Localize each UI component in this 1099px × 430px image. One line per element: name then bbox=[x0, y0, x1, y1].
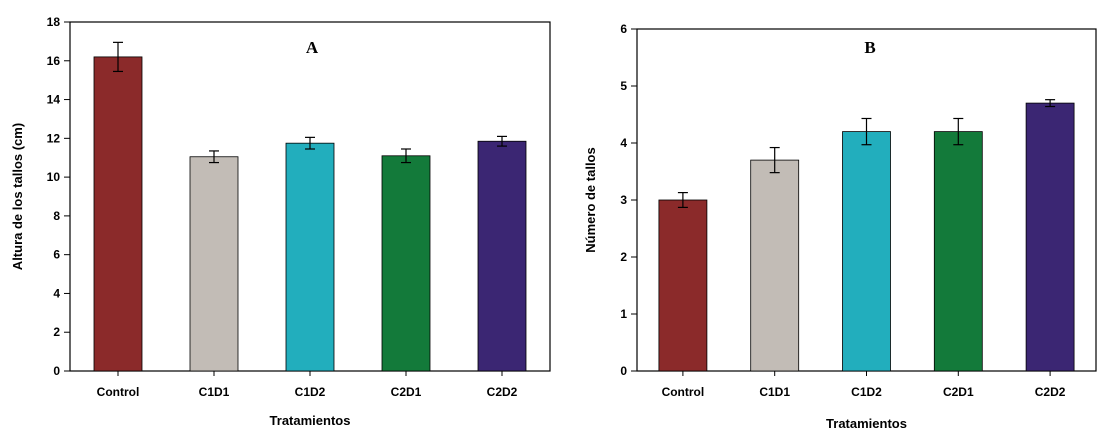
y-tick-label: 6 bbox=[620, 22, 627, 36]
x-tick-label: Control bbox=[662, 385, 705, 399]
y-tick-label: 10 bbox=[47, 170, 61, 184]
y-tick-label: 18 bbox=[47, 15, 61, 29]
x-tick-label: Control bbox=[97, 385, 140, 399]
bar-c1d1 bbox=[189, 156, 239, 372]
x-tick-label: C1D2 bbox=[851, 385, 882, 399]
x-tick-label: C1D1 bbox=[199, 385, 230, 399]
y-tick-label: 0 bbox=[53, 364, 60, 378]
y-tick-label: 2 bbox=[620, 250, 627, 264]
chart-a: 0 2 4 6 8 10 12 14 16 18 Control C1D1 C1D2 C2D1 C2D2 A T… bbox=[10, 15, 551, 428]
x-axis-label: Tratamientos bbox=[270, 413, 351, 428]
x-tick-label: C1D1 bbox=[759, 385, 790, 399]
bar-control bbox=[658, 199, 708, 372]
y-tick-label: 1 bbox=[620, 307, 627, 321]
x-axis-label: Tratamientos bbox=[826, 416, 907, 430]
bar-c2d2 bbox=[477, 140, 527, 372]
panel-title: B bbox=[864, 38, 875, 57]
x-tick-label: C2D2 bbox=[487, 385, 518, 399]
bar-c2d1 bbox=[381, 155, 431, 372]
y-tick-label: 12 bbox=[47, 131, 61, 145]
x-tick-label: C2D1 bbox=[943, 385, 974, 399]
bar-control bbox=[93, 56, 143, 372]
bar-c2d1 bbox=[933, 131, 983, 372]
y-tick-label: 6 bbox=[53, 248, 60, 262]
y-tick-label: 14 bbox=[47, 93, 61, 107]
y-tick-label: 0 bbox=[620, 364, 627, 378]
y-tick-label: 8 bbox=[53, 209, 60, 223]
panel-title: A bbox=[306, 38, 319, 57]
x-tick-label: C1D2 bbox=[295, 385, 326, 399]
y-axis-label: Altura de los tallos (cm) bbox=[10, 123, 25, 270]
y-tick-label: 2 bbox=[53, 325, 60, 339]
bar-c1d2 bbox=[285, 142, 335, 372]
y-tick-label: 5 bbox=[620, 79, 627, 93]
bar-c1d1 bbox=[750, 159, 800, 372]
y-axis-label: Número de tallos bbox=[583, 147, 598, 252]
bar-c2d2 bbox=[1025, 102, 1075, 372]
x-tick-label: C2D2 bbox=[1035, 385, 1066, 399]
chart-b: 0 1 2 3 4 5 6 Control C1D1 C1D2 C2D1 C2D2 B Tratamien… bbox=[583, 22, 1097, 430]
y-tick-label: 4 bbox=[53, 286, 60, 300]
y-tick-label: 4 bbox=[620, 136, 627, 150]
bar-c1d2 bbox=[842, 131, 891, 372]
x-tick-label: C2D1 bbox=[391, 385, 422, 399]
y-tick-label: 3 bbox=[620, 193, 627, 207]
y-tick-label: 16 bbox=[47, 54, 61, 68]
